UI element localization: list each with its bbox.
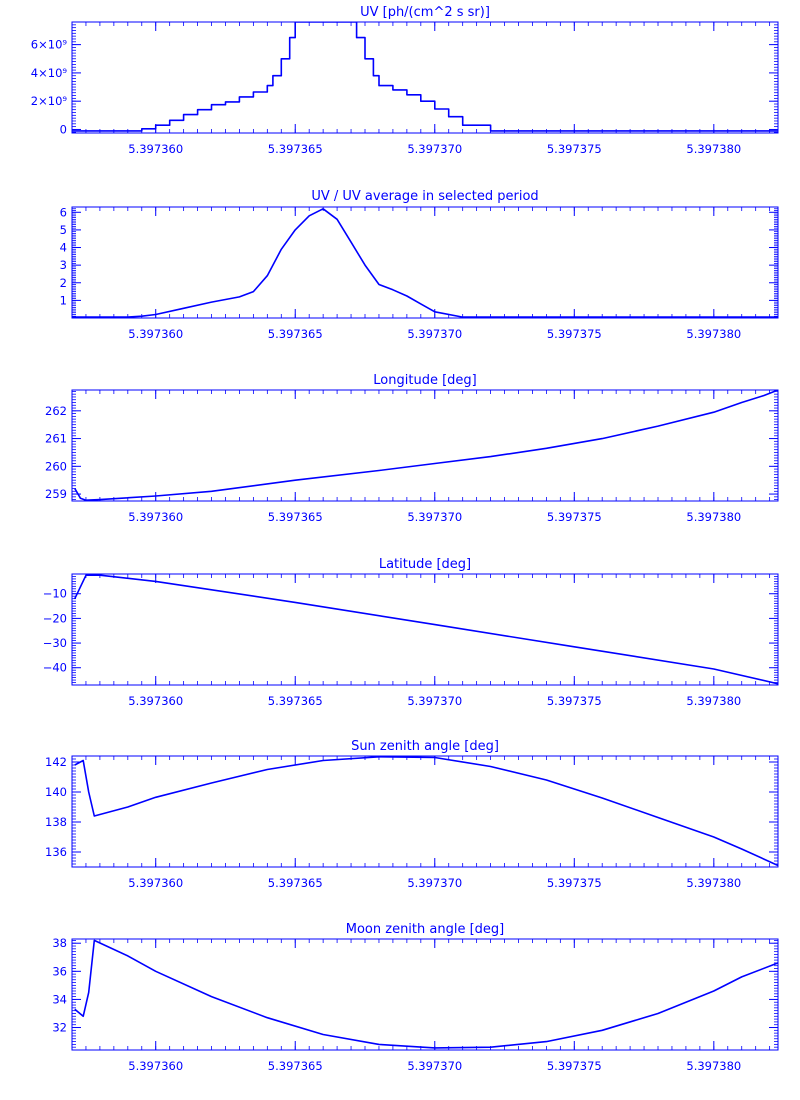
x-tick-label: 5.397365 xyxy=(268,327,323,341)
data-series-line xyxy=(74,939,778,1049)
y-tick-label: 38 xyxy=(52,936,67,950)
y-tick-label: 142 xyxy=(45,755,67,769)
x-tick-label: 5.397360 xyxy=(128,327,183,341)
x-tick-label: 5.397380 xyxy=(686,142,741,156)
data-series-line xyxy=(74,756,778,867)
plot-frame xyxy=(71,938,779,1051)
y-tick-label: 136 xyxy=(45,845,67,859)
y-tick-label: 261 xyxy=(45,432,67,446)
plot-frame xyxy=(71,755,779,868)
chart-title: Latitude [deg] xyxy=(379,557,471,572)
data-series-line xyxy=(74,390,778,501)
chart-panel-2: UV / UV average in selected period 1 2 3 4 5 6… xyxy=(60,189,779,341)
y-tick-label: −20 xyxy=(43,611,67,625)
x-tick-label: 5.397375 xyxy=(547,1059,602,1073)
y-tick-label: 2×10⁹ xyxy=(31,94,68,108)
x-tick-label: 5.397360 xyxy=(128,142,183,156)
plot-frame xyxy=(71,389,779,502)
x-tick-label: 5.397370 xyxy=(407,876,462,890)
x-tick-label: 5.397380 xyxy=(686,876,741,890)
y-tick-label: 262 xyxy=(45,404,67,418)
chart-title: Longitude [deg] xyxy=(373,373,476,388)
x-tick-label: 5.397365 xyxy=(268,876,323,890)
y-tick-label: 36 xyxy=(52,964,67,978)
y-tick-label: −10 xyxy=(43,587,67,601)
x-tick-label: 5.397365 xyxy=(268,1059,323,1073)
x-tick-label: 5.397375 xyxy=(547,876,602,890)
x-tick-label: 5.397360 xyxy=(128,694,183,708)
y-tick-label: −30 xyxy=(43,636,67,650)
plot-frame xyxy=(71,573,779,686)
plot-frame xyxy=(71,21,779,134)
x-tick-label: 5.397380 xyxy=(686,510,741,524)
y-tick-label: 260 xyxy=(45,459,67,473)
y-tick-label: 4×10⁹ xyxy=(31,66,68,80)
chart-title: UV [ph/(cm^2 s sr)] xyxy=(360,5,490,20)
chart-panel-1: UV [ph/(cm^2 s sr)] 0 2×10⁹ 4×10⁹ 6×10⁹ 5.397… xyxy=(31,5,779,156)
y-tick-label: 34 xyxy=(52,992,67,1006)
y-tick-label: 2 xyxy=(60,276,67,290)
x-tick-label: 5.397370 xyxy=(407,142,462,156)
x-tick-label: 5.397370 xyxy=(407,510,462,524)
x-tick-label: 5.397380 xyxy=(686,1059,741,1073)
y-tick-label: 6 xyxy=(60,205,67,219)
y-tick-label: 1 xyxy=(60,293,67,307)
y-tick-label: 3 xyxy=(60,258,67,272)
y-tick-label: 5 xyxy=(60,223,67,237)
x-tick-label: 5.397380 xyxy=(686,327,741,341)
y-tick-label: 138 xyxy=(45,815,67,829)
chart-panel-4: Latitude [deg] −40 −30 −20 −10 5.397360 5.3973… xyxy=(43,557,779,708)
x-tick-label: 5.397365 xyxy=(268,694,323,708)
x-tick-label: 5.397370 xyxy=(407,1059,462,1073)
data-series-line xyxy=(74,574,778,685)
data-series-line xyxy=(72,22,778,132)
y-tick-label: 4 xyxy=(60,241,67,255)
x-tick-label: 5.397375 xyxy=(547,510,602,524)
chart-panel-6: Moon zenith angle [deg] 32 34 36 38 5.397360 5… xyxy=(52,922,779,1073)
y-tick-label: −40 xyxy=(43,661,67,675)
y-tick-label: 259 xyxy=(45,487,67,501)
x-tick-label: 5.397375 xyxy=(547,142,602,156)
chart-title: UV / UV average in selected period xyxy=(311,189,538,204)
chart-title: Sun zenith angle [deg] xyxy=(351,739,499,754)
x-tick-label: 5.397370 xyxy=(407,327,462,341)
x-tick-label: 5.397365 xyxy=(268,142,323,156)
x-tick-label: 5.397365 xyxy=(268,510,323,524)
x-tick-label: 5.397360 xyxy=(128,1059,183,1073)
x-tick-label: 5.397375 xyxy=(547,327,602,341)
chart-panel-3: Longitude [deg] 259 260 261 262 5.397360 5.397… xyxy=(45,373,779,524)
chart-panel-5: Sun zenith angle [deg] 136 138 140 142 5.3973… xyxy=(45,739,779,890)
y-tick-label: 0 xyxy=(60,122,67,136)
x-tick-label: 5.397375 xyxy=(547,694,602,708)
data-series-line xyxy=(72,208,778,318)
x-tick-label: 5.397360 xyxy=(128,510,183,524)
x-tick-label: 5.397360 xyxy=(128,876,183,890)
x-tick-label: 5.397370 xyxy=(407,694,462,708)
y-tick-label: 6×10⁹ xyxy=(31,38,68,52)
plot-frame xyxy=(71,206,779,319)
y-tick-label: 140 xyxy=(45,785,67,799)
y-tick-label: 32 xyxy=(52,1021,67,1035)
chart-title: Moon zenith angle [deg] xyxy=(346,922,504,937)
x-tick-label: 5.397380 xyxy=(686,694,741,708)
